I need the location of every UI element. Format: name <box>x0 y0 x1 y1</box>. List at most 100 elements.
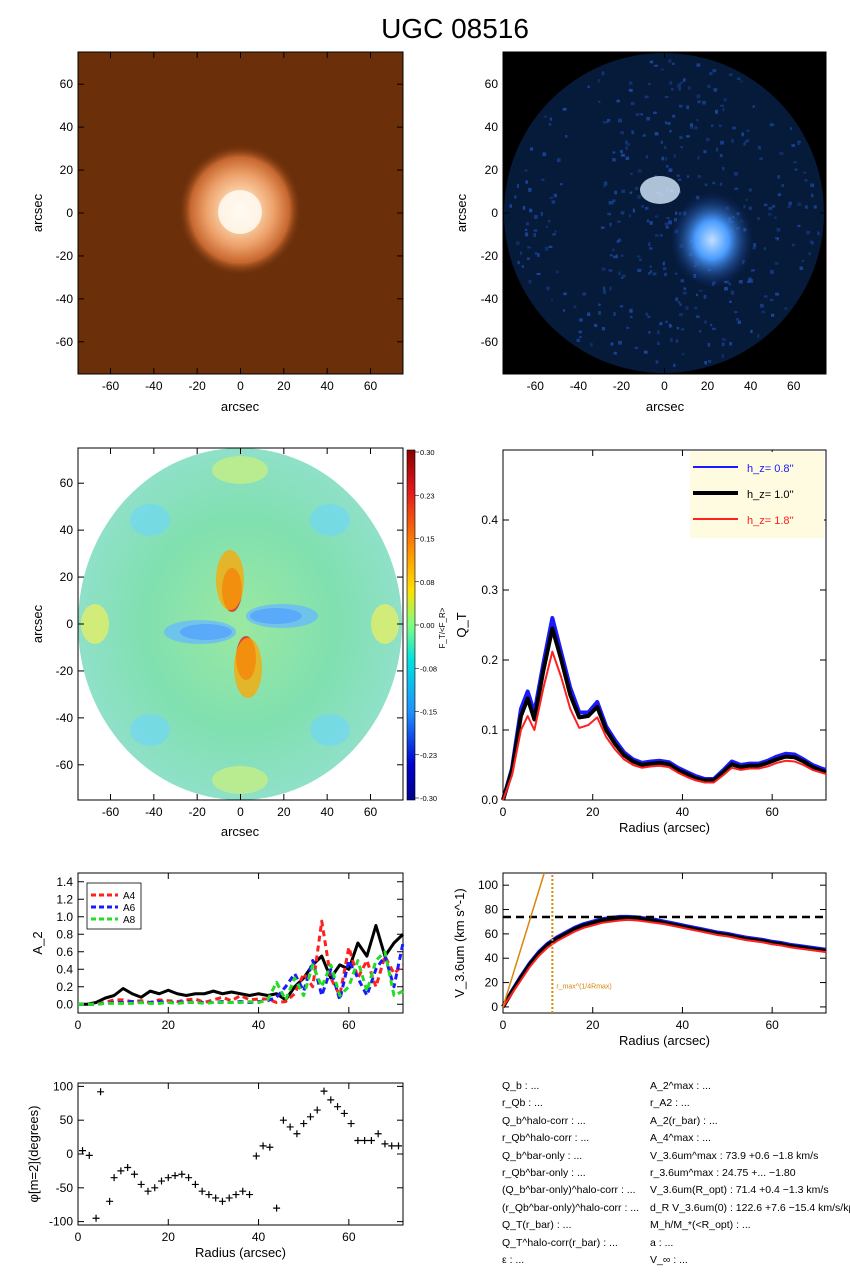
speckle <box>597 79 601 83</box>
parameter-row: r_Qb^bar-only : ... <box>502 1166 586 1179</box>
force-blob <box>164 620 236 644</box>
phase-point <box>117 1167 125 1175</box>
x-tick-label: -60 <box>102 379 120 393</box>
speckle <box>648 242 651 247</box>
speckle <box>774 261 779 265</box>
speckle <box>620 153 625 157</box>
speckle <box>534 251 537 255</box>
speckle <box>613 312 616 316</box>
speckle <box>728 282 732 286</box>
speckle <box>715 147 719 152</box>
speckle <box>668 220 672 225</box>
speckle <box>769 298 774 302</box>
speckle <box>809 240 814 244</box>
speckle <box>613 255 617 259</box>
speckle <box>548 219 551 223</box>
speckle <box>817 231 820 236</box>
speckle <box>654 132 659 136</box>
y-tick-label: -60 <box>481 335 499 349</box>
speckle <box>674 272 678 275</box>
speckle <box>642 134 646 137</box>
speckle <box>696 63 701 67</box>
speckle <box>524 169 528 172</box>
y-axis-label: V_3.6um (km s^-1) <box>452 888 467 997</box>
speckle <box>676 174 680 177</box>
speckle <box>576 338 581 342</box>
speckle <box>516 183 519 188</box>
phase-point <box>212 1194 220 1202</box>
speckle <box>542 152 547 157</box>
force-blob <box>81 604 109 644</box>
speckle <box>776 237 780 241</box>
speckle <box>649 221 653 225</box>
x-tick-label: 60 <box>342 1018 356 1032</box>
speckle <box>677 301 681 304</box>
speckle <box>763 247 767 251</box>
phase-point <box>171 1172 179 1180</box>
speckle <box>598 303 601 306</box>
speckle <box>667 122 671 125</box>
speckle <box>672 114 676 118</box>
speckle <box>573 305 577 309</box>
phase-point <box>347 1120 355 1128</box>
y-tick-label: 1.2 <box>56 892 73 906</box>
phase-point <box>246 1191 254 1199</box>
speckle <box>696 118 699 122</box>
speckle <box>683 287 687 291</box>
speckle <box>801 259 805 262</box>
speckle <box>723 98 727 102</box>
x-axis-label: Radius (arcsec) <box>619 820 710 835</box>
colorbar-tick-label: -0.08 <box>420 664 437 673</box>
speckle <box>601 226 605 229</box>
speckle <box>682 291 687 295</box>
speckle <box>625 146 628 150</box>
speckle <box>607 212 612 216</box>
qt-series-line-2 <box>502 650 827 801</box>
speckle <box>517 260 520 265</box>
speckle <box>759 157 763 161</box>
speckle <box>678 87 682 91</box>
phase-point <box>164 1174 172 1182</box>
x-tick-label: 40 <box>252 1230 266 1244</box>
y-tick-label: -40 <box>481 292 499 306</box>
y-tick-label: 0.8 <box>56 927 73 941</box>
plot-frame <box>502 449 827 801</box>
speckle <box>687 175 690 178</box>
phase-point <box>266 1143 274 1151</box>
parameter-row: (r_Qb^bar-only)^halo-corr : ... <box>502 1201 640 1214</box>
phase-point <box>198 1187 206 1195</box>
qt-series-line-0 <box>501 616 827 801</box>
speckle <box>587 85 590 89</box>
phase-point <box>286 1123 294 1131</box>
speckle <box>794 168 798 171</box>
speckle <box>752 105 755 108</box>
speckle <box>707 359 712 363</box>
speckle <box>613 351 617 355</box>
x-tick-label: 60 <box>342 1230 356 1244</box>
speckle <box>791 144 796 147</box>
speckle <box>616 99 620 103</box>
speckle <box>813 205 817 209</box>
y-tick-label: 60 <box>60 77 74 91</box>
speckle <box>540 212 544 216</box>
phase-point <box>130 1170 138 1178</box>
y-tick-label: -40 <box>56 292 74 306</box>
parameter-row: Q_b^halo-corr : ... <box>502 1114 586 1127</box>
speckle <box>649 247 653 250</box>
plot-frame <box>77 1082 404 1226</box>
speckle <box>627 143 631 146</box>
speckle <box>641 204 644 208</box>
speckle <box>528 187 532 192</box>
speckle <box>775 237 779 240</box>
phase-point <box>191 1180 199 1188</box>
speckle <box>685 306 689 310</box>
speckle <box>672 62 675 66</box>
y-tick-label: 0 <box>491 206 498 220</box>
rotation-curve-chart: 0 20 40 60 0 20 40 60 80 100 Radius (arcsec) V_3.6u… <box>452 872 827 1048</box>
inner-slope-line <box>502 872 545 1008</box>
speckle <box>746 139 750 143</box>
qt-chart: 0 20 40 60 0.0 0.1 0.2 0.3 0.4 Radius (arcsec) Q_T… <box>454 449 827 835</box>
speckle <box>733 172 738 176</box>
speckle <box>662 261 665 266</box>
